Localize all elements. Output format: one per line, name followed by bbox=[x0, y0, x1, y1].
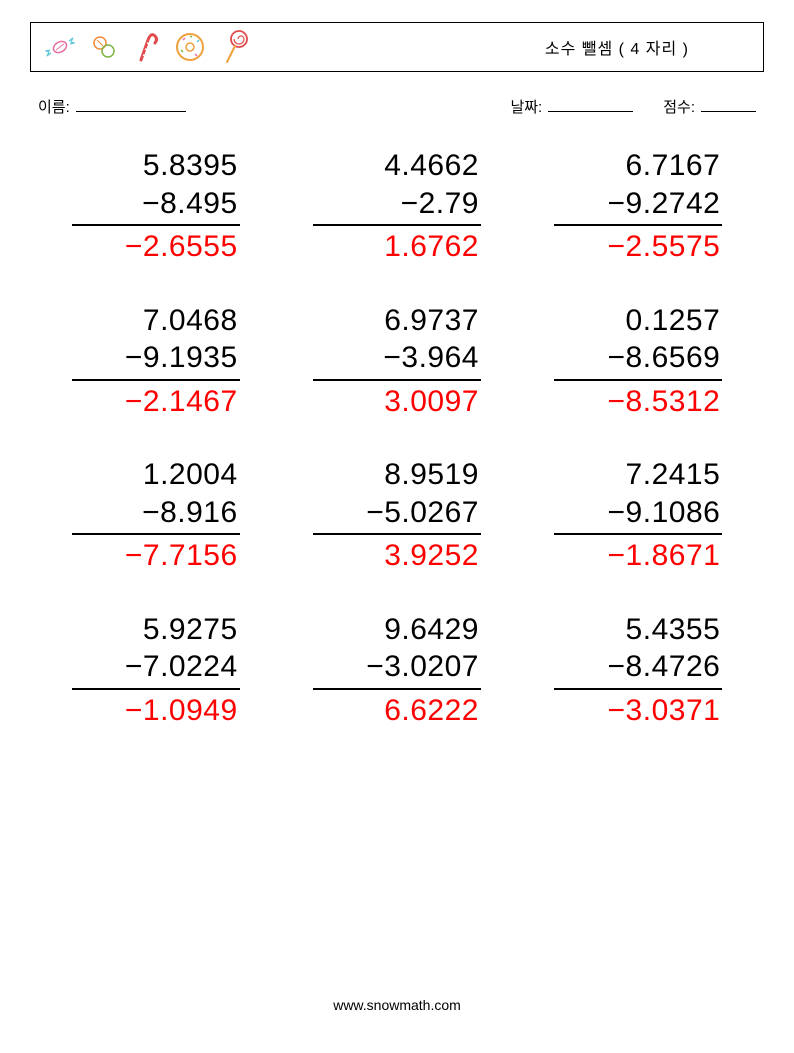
subtrahend: −9.1086 bbox=[554, 494, 722, 536]
subtrahend: −2.79 bbox=[313, 185, 481, 227]
header-icons bbox=[45, 29, 249, 65]
answer: −1.0949 bbox=[72, 690, 240, 730]
problem: 7.0468−9.1935−2.1467 bbox=[72, 302, 240, 421]
worksheet-title: 소수 뺄셈 ( 4 자리 ) bbox=[545, 35, 749, 59]
candy-cane-icon bbox=[133, 30, 159, 64]
subtrahend: −9.1935 bbox=[72, 339, 240, 381]
minuend: 7.0468 bbox=[72, 302, 240, 340]
problem: 5.9275−7.0224−1.0949 bbox=[72, 611, 240, 730]
wrapped-candy-icon bbox=[89, 32, 119, 62]
minuend: 5.9275 bbox=[72, 611, 240, 649]
problem: 4.4662−2.791.6762 bbox=[313, 147, 481, 266]
minuend: 1.2004 bbox=[72, 456, 240, 494]
subtrahend: −9.2742 bbox=[554, 185, 722, 227]
answer: −2.6555 bbox=[72, 226, 240, 266]
minuend: 7.2415 bbox=[554, 456, 722, 494]
spacer bbox=[639, 96, 657, 117]
problem: 5.8395−8.495−2.6555 bbox=[72, 147, 240, 266]
subtrahend: −3.0207 bbox=[313, 648, 481, 690]
answer: −7.7156 bbox=[72, 535, 240, 575]
subtrahend: −5.0267 bbox=[313, 494, 481, 536]
problem: 6.7167−9.2742−2.5575 bbox=[554, 147, 722, 266]
minuend: 9.6429 bbox=[313, 611, 481, 649]
score-blank bbox=[701, 96, 756, 112]
minuend: 0.1257 bbox=[554, 302, 722, 340]
name-blank bbox=[76, 96, 186, 112]
info-row: 이름: 날짜: 점수: bbox=[38, 96, 756, 117]
problem: 6.9737−3.9643.0097 bbox=[313, 302, 481, 421]
date-blank bbox=[548, 96, 633, 112]
subtrahend: −8.916 bbox=[72, 494, 240, 536]
answer: −2.5575 bbox=[554, 226, 722, 266]
score-label: 점수: bbox=[663, 96, 695, 117]
subtrahend: −3.964 bbox=[313, 339, 481, 381]
problem: 8.9519−5.02673.9252 bbox=[313, 456, 481, 575]
problem: 0.1257−8.6569−8.5312 bbox=[554, 302, 722, 421]
candy-icon bbox=[45, 32, 75, 62]
name-field: 이름: bbox=[38, 96, 186, 117]
subtrahend: −8.4726 bbox=[554, 648, 722, 690]
donut-icon bbox=[173, 30, 207, 64]
header-box: 소수 뺄셈 ( 4 자리 ) bbox=[30, 22, 764, 72]
minuend: 4.4662 bbox=[313, 147, 481, 185]
answer: −3.0371 bbox=[554, 690, 722, 730]
problem: 7.2415−9.1086−1.8671 bbox=[554, 456, 722, 575]
problems-grid: 5.8395−8.495−2.6555 4.4662−2.791.6762 6.71… bbox=[30, 147, 764, 729]
answer: 3.0097 bbox=[313, 381, 481, 421]
subtrahend: −7.0224 bbox=[72, 648, 240, 690]
minuend: 5.8395 bbox=[72, 147, 240, 185]
answer: −8.5312 bbox=[554, 381, 722, 421]
minuend: 6.7167 bbox=[554, 147, 722, 185]
worksheet-page: 소수 뺄셈 ( 4 자리 ) 이름: 날짜: 점수: 5.8395−8.495−… bbox=[0, 0, 794, 1053]
minuend: 8.9519 bbox=[313, 456, 481, 494]
subtrahend: −8.495 bbox=[72, 185, 240, 227]
answer: 1.6762 bbox=[313, 226, 481, 266]
answer: −2.1467 bbox=[72, 381, 240, 421]
problem: 5.4355−8.4726−3.0371 bbox=[554, 611, 722, 730]
lollipop-icon bbox=[221, 29, 249, 65]
minuend: 5.4355 bbox=[554, 611, 722, 649]
date-score-fields: 날짜: 점수: bbox=[510, 96, 756, 117]
answer: −1.8671 bbox=[554, 535, 722, 575]
answer: 6.6222 bbox=[313, 690, 481, 730]
name-label: 이름: bbox=[38, 96, 70, 117]
date-label: 날짜: bbox=[510, 96, 542, 117]
answer: 3.9252 bbox=[313, 535, 481, 575]
minuend: 6.9737 bbox=[313, 302, 481, 340]
problem: 9.6429−3.02076.6222 bbox=[313, 611, 481, 730]
problem: 1.2004−8.916−7.7156 bbox=[72, 456, 240, 575]
subtrahend: −8.6569 bbox=[554, 339, 722, 381]
footer-url: www.snowmath.com bbox=[0, 997, 794, 1013]
